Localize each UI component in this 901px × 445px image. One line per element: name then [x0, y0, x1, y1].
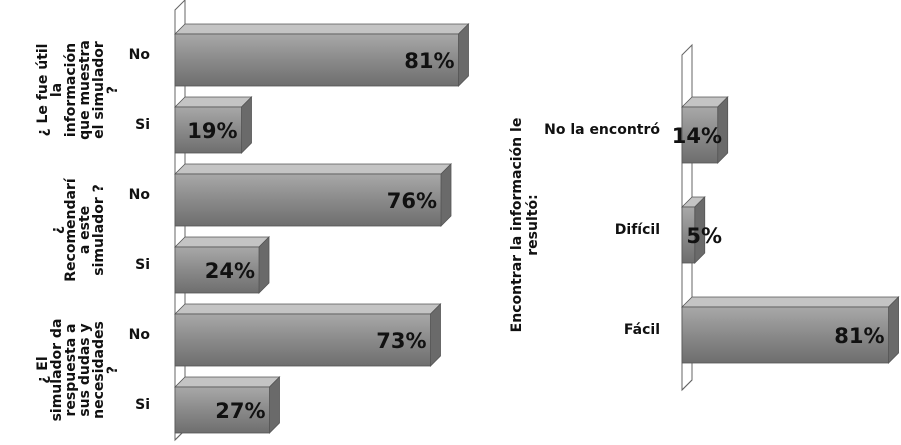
bar-side [258, 236, 270, 294]
value-label: 27% [215, 399, 265, 423]
group-label: simulador ? [91, 184, 107, 275]
bar [681, 106, 719, 164]
value-label: 73% [376, 329, 426, 353]
bar [174, 386, 270, 434]
group-label: respuesta a [63, 323, 79, 416]
bar [174, 246, 260, 294]
category-label: Si [135, 257, 150, 273]
bar [681, 306, 889, 364]
group-label: a este [77, 206, 93, 254]
group-label: simulador da [49, 319, 65, 422]
bar-side [430, 303, 441, 367]
bar-side [241, 96, 252, 154]
value-label: 5% [686, 224, 722, 248]
value-label: 19% [187, 119, 237, 143]
group-label: ¿ El [35, 356, 51, 383]
bar-top [174, 236, 270, 248]
bar [681, 206, 696, 264]
group-label: resultó: [525, 194, 541, 255]
group-label: Recomendarí [63, 177, 79, 282]
category-label: Si [135, 117, 150, 133]
bar-top [174, 96, 253, 108]
value-label: 76% [387, 189, 437, 213]
bar-top [174, 163, 452, 175]
group-label: ¿ [49, 226, 65, 234]
bar [174, 33, 459, 87]
group-label: ? [105, 366, 121, 374]
category-label: No [129, 47, 151, 63]
group-label: información [63, 43, 79, 137]
bar [174, 106, 242, 154]
bar-top [681, 296, 900, 308]
bar-top [174, 376, 281, 388]
bar-side [269, 376, 280, 434]
group-label: necesidades [91, 321, 107, 419]
group-label: ¿ Le fue útil [35, 44, 51, 137]
category-label: No [129, 187, 151, 203]
group-label: Encontrar la información le [509, 118, 525, 333]
group-label: sus dudas y [77, 323, 93, 416]
group-label: el simulador [91, 41, 107, 139]
bar [174, 313, 431, 367]
bar-side [888, 296, 899, 364]
category-label: Difícil [615, 222, 660, 238]
value-label: 81% [834, 324, 884, 348]
bar [174, 173, 442, 227]
group-label: la [49, 83, 65, 97]
category-label: No [129, 327, 151, 343]
bar-side [458, 23, 469, 87]
value-label: 81% [404, 49, 454, 73]
category-label: No la encontró [544, 122, 660, 138]
value-label: 24% [205, 259, 255, 283]
plot-floor [681, 379, 693, 391]
bar-top [174, 23, 470, 35]
value-label: 14% [672, 124, 722, 148]
bar-top [174, 303, 442, 315]
bar-side [440, 163, 452, 227]
group-label: ? [105, 86, 121, 94]
category-label: Si [135, 397, 150, 413]
category-label: Fácil [624, 322, 660, 338]
group-label: que muestra [77, 40, 93, 140]
